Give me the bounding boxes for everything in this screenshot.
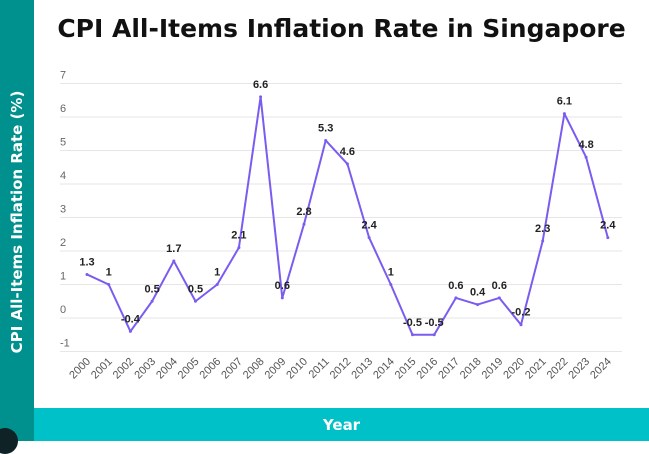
data-label: 4.6 bbox=[340, 146, 355, 158]
data-label: 1 bbox=[214, 267, 220, 279]
data-point bbox=[259, 95, 263, 99]
left-band bbox=[0, 0, 34, 441]
x-tick-label: 2004 bbox=[154, 356, 180, 382]
data-point bbox=[541, 239, 545, 243]
x-tick-label: 2015 bbox=[393, 356, 419, 382]
data-label: 6.1 bbox=[557, 96, 572, 108]
y-tick-label: 1 bbox=[60, 271, 66, 283]
data-label: 2.4 bbox=[600, 220, 616, 232]
x-tick-label: 2007 bbox=[219, 356, 245, 382]
data-point bbox=[584, 155, 588, 159]
data-label: 0.6 bbox=[448, 280, 463, 292]
data-label: 2.4 bbox=[361, 220, 377, 232]
y-tick-label: 3 bbox=[60, 204, 66, 216]
x-axis-label: Year bbox=[322, 416, 361, 434]
chart-title: CPI All-Items Inflation Rate in Singapor… bbox=[57, 14, 626, 43]
data-point bbox=[172, 259, 176, 263]
x-tick-label: 2014 bbox=[371, 356, 397, 382]
data-label: 1 bbox=[388, 267, 394, 279]
x-tick-label: 2011 bbox=[307, 356, 332, 381]
data-label: 5.3 bbox=[318, 122, 333, 134]
x-tick-label: 2008 bbox=[241, 356, 267, 382]
x-tick-label: 2017 bbox=[436, 356, 462, 382]
x-tick-label: 2023 bbox=[566, 356, 592, 382]
x-tick-label: 2013 bbox=[349, 356, 375, 382]
data-point bbox=[302, 222, 306, 226]
bottom-band bbox=[34, 408, 649, 441]
data-point bbox=[454, 296, 458, 300]
y-tick-label: 5 bbox=[60, 137, 66, 149]
x-tick-label: 2005 bbox=[176, 356, 202, 382]
y-tick-label: 0 bbox=[60, 304, 66, 316]
data-label: 0.4 bbox=[470, 287, 486, 299]
data-point bbox=[389, 283, 393, 286]
data-point bbox=[476, 303, 480, 307]
data-label: 6.6 bbox=[253, 79, 268, 91]
data-point bbox=[562, 112, 566, 116]
x-tick-label: 2010 bbox=[284, 356, 310, 382]
data-label: 2.1 bbox=[231, 230, 246, 242]
x-tick-label: 2002 bbox=[111, 356, 137, 382]
data-point bbox=[280, 296, 284, 300]
x-tick-label: 2009 bbox=[263, 356, 289, 382]
data-point bbox=[411, 333, 414, 337]
data-label: -0.4 bbox=[121, 313, 141, 325]
data-label: 1 bbox=[106, 267, 112, 279]
data-point bbox=[128, 329, 132, 333]
data-point bbox=[324, 138, 328, 142]
data-point bbox=[215, 283, 219, 286]
data-label: 1.7 bbox=[166, 243, 181, 255]
x-tick-label: 2001 bbox=[89, 356, 115, 382]
data-point bbox=[497, 296, 501, 300]
x-tick-label: 2021 bbox=[523, 356, 549, 382]
data-label: 1.3 bbox=[79, 256, 94, 268]
x-tick-label: 2006 bbox=[198, 356, 224, 382]
data-label: 2.8 bbox=[296, 206, 311, 218]
data-point bbox=[194, 299, 197, 303]
x-tick-label: 2022 bbox=[545, 356, 571, 382]
x-tick-label: 2003 bbox=[132, 356, 158, 382]
y-tick-label: 4 bbox=[60, 170, 66, 182]
x-tick-label: 2012 bbox=[328, 356, 354, 382]
x-tick-label: 2018 bbox=[458, 356, 484, 382]
data-point bbox=[345, 162, 349, 166]
data-label: -0.5 bbox=[425, 317, 444, 329]
data-point bbox=[237, 246, 241, 250]
data-point bbox=[367, 236, 371, 240]
data-label: 0.6 bbox=[492, 280, 507, 292]
data-label: -0.2 bbox=[512, 307, 531, 319]
y-tick-label: 6 bbox=[60, 103, 66, 115]
y-tick-label: 2 bbox=[60, 237, 66, 249]
x-tick-label: 2020 bbox=[501, 356, 527, 382]
data-line bbox=[86, 95, 609, 336]
data-label: 0.6 bbox=[275, 280, 290, 292]
x-tick-label: 2016 bbox=[415, 356, 441, 382]
data-label: 4.8 bbox=[578, 139, 593, 151]
data-point bbox=[85, 272, 89, 276]
y-tick-label: 7 bbox=[60, 70, 66, 82]
data-point bbox=[519, 323, 523, 327]
data-point bbox=[432, 333, 436, 337]
data-point bbox=[107, 283, 111, 286]
data-label: 0.5 bbox=[188, 283, 203, 295]
data-point bbox=[150, 299, 154, 303]
line-chart: -101234567200020012002200320042005200620… bbox=[60, 70, 622, 382]
y-tick-label: -1 bbox=[60, 338, 70, 350]
x-tick-label: 2024 bbox=[588, 356, 614, 382]
data-label: 0.5 bbox=[144, 283, 159, 295]
x-tick-label: 2019 bbox=[480, 356, 506, 382]
data-label: 2.3 bbox=[535, 223, 550, 235]
data-point bbox=[606, 236, 610, 240]
data-label: -0.5 bbox=[403, 317, 422, 329]
x-tick-label: 2000 bbox=[67, 356, 93, 382]
